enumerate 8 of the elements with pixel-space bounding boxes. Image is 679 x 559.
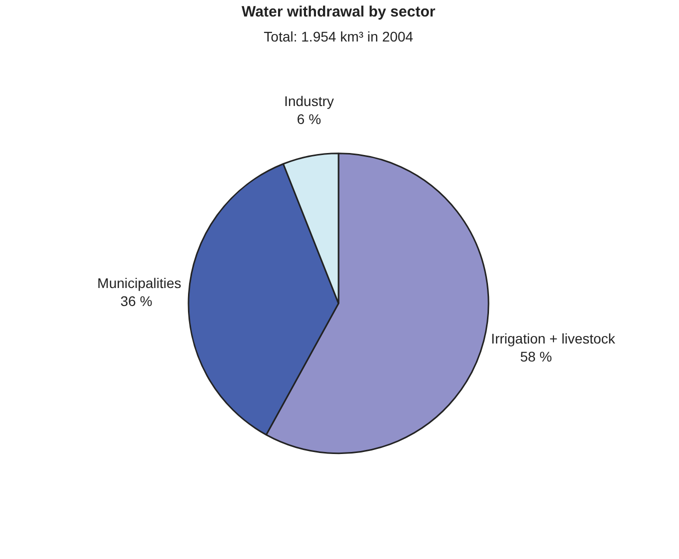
data-label: 36 %	[120, 293, 152, 310]
chart-subtitle: Total: 1.954 km³ in 2004	[264, 28, 414, 44]
data-label: 58 %	[520, 348, 552, 365]
data-label: 6 %	[296, 110, 322, 127]
slice-label: Irrigation + livestock	[491, 330, 616, 347]
slice-label: Industry	[284, 92, 334, 109]
chart-title: Water withdrawal by sector	[242, 4, 436, 20]
slice-label: Municipalities	[97, 275, 182, 292]
